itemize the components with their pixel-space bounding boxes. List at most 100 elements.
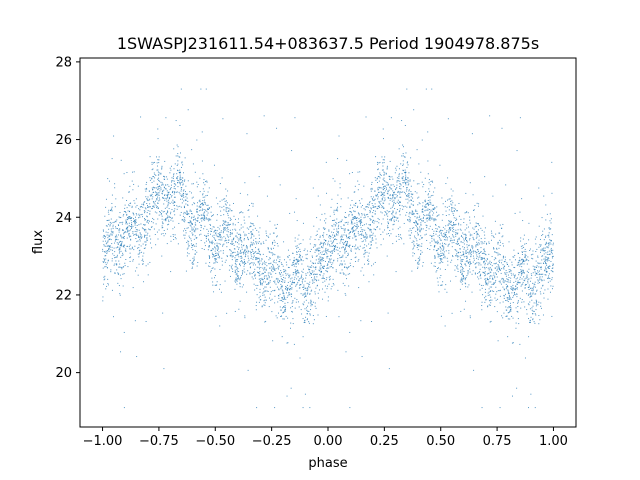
data-point	[535, 243, 537, 245]
data-point	[336, 239, 338, 241]
data-point	[158, 172, 160, 174]
data-point	[340, 220, 342, 222]
data-point	[176, 165, 178, 166]
data-point	[451, 195, 453, 197]
data-point	[484, 251, 486, 253]
data-point	[309, 271, 311, 273]
data-point	[137, 240, 139, 242]
data-point	[489, 260, 491, 262]
data-point	[462, 270, 464, 272]
data-point	[367, 263, 369, 265]
data-point	[150, 238, 152, 240]
data-point	[489, 271, 491, 273]
data-point	[225, 195, 227, 197]
data-point	[156, 212, 158, 214]
data-point	[130, 220, 132, 222]
data-point	[106, 267, 108, 269]
data-point	[409, 218, 411, 220]
data-point	[319, 270, 321, 272]
data-point	[431, 204, 433, 206]
data-point	[352, 217, 354, 219]
data-point	[129, 217, 131, 219]
data-point	[304, 322, 306, 324]
data-point	[407, 164, 409, 166]
data-point	[369, 230, 371, 232]
data-point	[307, 318, 309, 320]
data-point	[236, 267, 238, 269]
data-point	[337, 232, 339, 234]
data-point	[218, 239, 220, 241]
data-point	[370, 241, 372, 243]
data-point	[436, 270, 438, 272]
data-point	[199, 177, 201, 179]
data-point	[253, 243, 255, 245]
data-point	[286, 288, 288, 290]
data-point	[209, 257, 211, 259]
data-point	[219, 225, 221, 227]
data-point	[445, 215, 447, 216]
data-point	[460, 310, 462, 312]
data-point	[420, 250, 422, 252]
data-point	[509, 281, 511, 283]
data-point	[333, 223, 335, 225]
data-point	[383, 202, 385, 204]
data-point	[274, 269, 276, 271]
data-point	[459, 228, 461, 230]
data-point	[208, 239, 210, 241]
data-point	[442, 249, 444, 251]
data-point	[251, 233, 253, 235]
data-point	[315, 307, 317, 309]
data-point	[138, 250, 140, 252]
data-point	[380, 194, 382, 196]
data-point	[104, 262, 106, 264]
data-point	[412, 252, 414, 254]
data-point	[524, 248, 526, 250]
data-point	[269, 279, 271, 281]
data-point	[222, 232, 224, 234]
data-point	[215, 229, 217, 231]
data-point	[477, 250, 479, 252]
data-point	[422, 220, 424, 222]
data-point	[391, 206, 393, 208]
data-point	[291, 277, 293, 279]
data-point	[247, 250, 249, 252]
data-point	[284, 310, 286, 312]
data-point	[323, 239, 325, 241]
data-point	[144, 207, 146, 209]
data-point	[547, 281, 549, 283]
data-point	[503, 268, 505, 270]
data-point	[429, 242, 431, 244]
data-point	[218, 243, 220, 245]
data-point	[253, 271, 255, 273]
data-point	[134, 223, 136, 225]
data-point	[192, 249, 194, 251]
data-point	[295, 274, 297, 276]
data-point	[176, 191, 178, 193]
data-point	[408, 190, 410, 192]
data-point	[461, 277, 463, 279]
data-point	[419, 226, 421, 228]
data-point	[178, 156, 180, 158]
data-point	[408, 192, 410, 194]
data-point	[271, 270, 273, 272]
data-point	[169, 167, 171, 169]
data-point	[320, 263, 322, 265]
data-point	[517, 318, 519, 320]
data-point	[410, 199, 412, 201]
data-point	[499, 290, 501, 292]
data-point	[437, 240, 439, 242]
data-point	[476, 251, 478, 253]
data-point	[532, 292, 534, 294]
data-point	[236, 268, 238, 270]
data-point	[209, 223, 211, 225]
data-point	[392, 215, 394, 217]
data-point	[163, 368, 165, 370]
data-point	[490, 320, 492, 322]
data-point	[481, 252, 483, 254]
data-point	[124, 211, 126, 213]
data-point	[319, 262, 321, 264]
data-point	[387, 182, 389, 184]
data-point	[343, 225, 345, 227]
data-point	[371, 237, 373, 239]
data-point	[113, 316, 114, 318]
